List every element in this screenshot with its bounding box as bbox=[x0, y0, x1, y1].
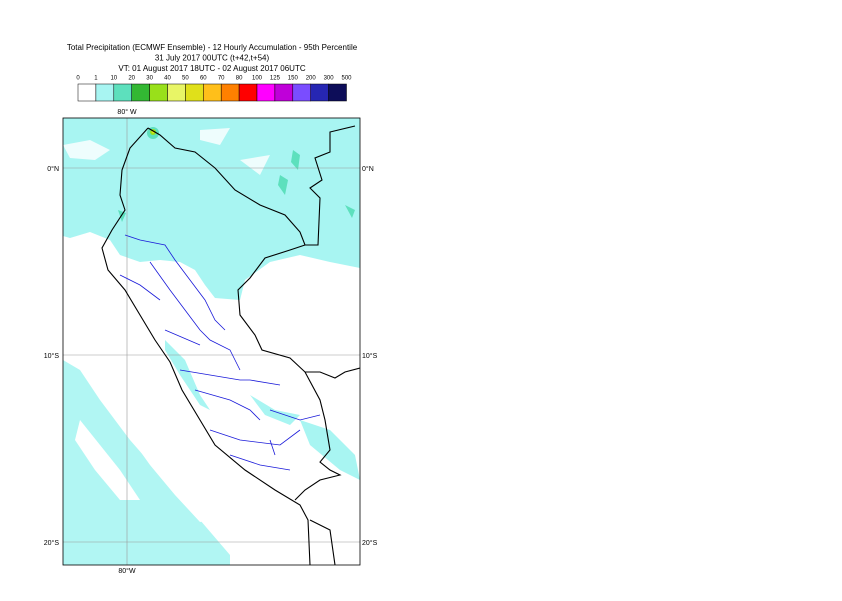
legend-swatch bbox=[203, 83, 222, 102]
legend-swatch bbox=[256, 83, 276, 102]
coastline-border bbox=[101, 125, 360, 565]
legend-label: 1 bbox=[94, 76, 98, 82]
lat-label-left: 10°S bbox=[44, 352, 60, 360]
admin-borders bbox=[119, 234, 321, 471]
legend-swatch bbox=[113, 83, 132, 102]
map-frame bbox=[62, 117, 361, 566]
legend-label: 300 bbox=[324, 76, 335, 82]
precip-area bbox=[63, 360, 230, 565]
legend-swatch bbox=[310, 83, 329, 102]
legend-swatch bbox=[274, 83, 294, 102]
legend-swatch bbox=[185, 83, 204, 102]
dry-patch bbox=[63, 128, 270, 175]
title: Total Precipitation (ECMWF Ensemble) - 1… bbox=[67, 43, 358, 52]
graticule bbox=[63, 118, 360, 565]
dry-streak bbox=[120, 410, 210, 522]
legend-swatch bbox=[167, 83, 186, 102]
legend-label: 100 bbox=[252, 76, 263, 82]
lat-label-right: 10°S bbox=[362, 352, 378, 360]
legend-label: 20 bbox=[128, 76, 135, 82]
lat-label-left: 0°N bbox=[47, 165, 59, 173]
dry-streak bbox=[75, 420, 140, 500]
legend-label: 125 bbox=[270, 76, 281, 82]
legend-swatch bbox=[220, 83, 240, 102]
lat-labels: 0°N 10°S 20°S 0°N 10°S 20°S bbox=[44, 165, 378, 547]
lon-label-bottom: 80°W bbox=[118, 567, 136, 575]
lat-label-right: 20°S bbox=[362, 539, 378, 547]
legend-swatch bbox=[77, 83, 97, 102]
legend-label: 70 bbox=[218, 76, 225, 82]
legend: 0 1 10 20 30 40 50 60 70 80 100 125 150 200 300 500 bbox=[76, 76, 352, 102]
precip-area bbox=[250, 395, 300, 425]
legend-label: 10 bbox=[110, 76, 117, 82]
legend-swatch bbox=[95, 83, 115, 102]
legend-swatch bbox=[328, 83, 347, 102]
legend-label: 40 bbox=[164, 76, 171, 82]
precip-area bbox=[63, 118, 360, 300]
precip-area bbox=[165, 340, 210, 410]
base-time: 31 July 2017 00UTC (t+42,t+54) bbox=[155, 54, 270, 63]
legend-label: 150 bbox=[288, 76, 299, 82]
valid-time: VT: 01 August 2017 18UTC - 02 August 201… bbox=[118, 64, 305, 73]
legend-label: 200 bbox=[306, 76, 317, 82]
legend-label: 500 bbox=[341, 76, 352, 82]
legend-label: 0 bbox=[76, 76, 80, 82]
legend-label: 80 bbox=[236, 76, 243, 82]
legend-label: 30 bbox=[146, 76, 153, 82]
lon-label-top: 80° W bbox=[117, 108, 137, 116]
legend-swatch bbox=[149, 83, 168, 102]
legend-label: 60 bbox=[200, 76, 207, 82]
lat-label-right: 0°N bbox=[362, 165, 374, 173]
lat-label-left: 20°S bbox=[44, 539, 60, 547]
map-area bbox=[63, 118, 360, 565]
legend-swatch bbox=[131, 83, 150, 102]
legend-swatch bbox=[238, 83, 258, 102]
legend-label: 50 bbox=[182, 76, 189, 82]
legend-swatch bbox=[292, 83, 311, 102]
